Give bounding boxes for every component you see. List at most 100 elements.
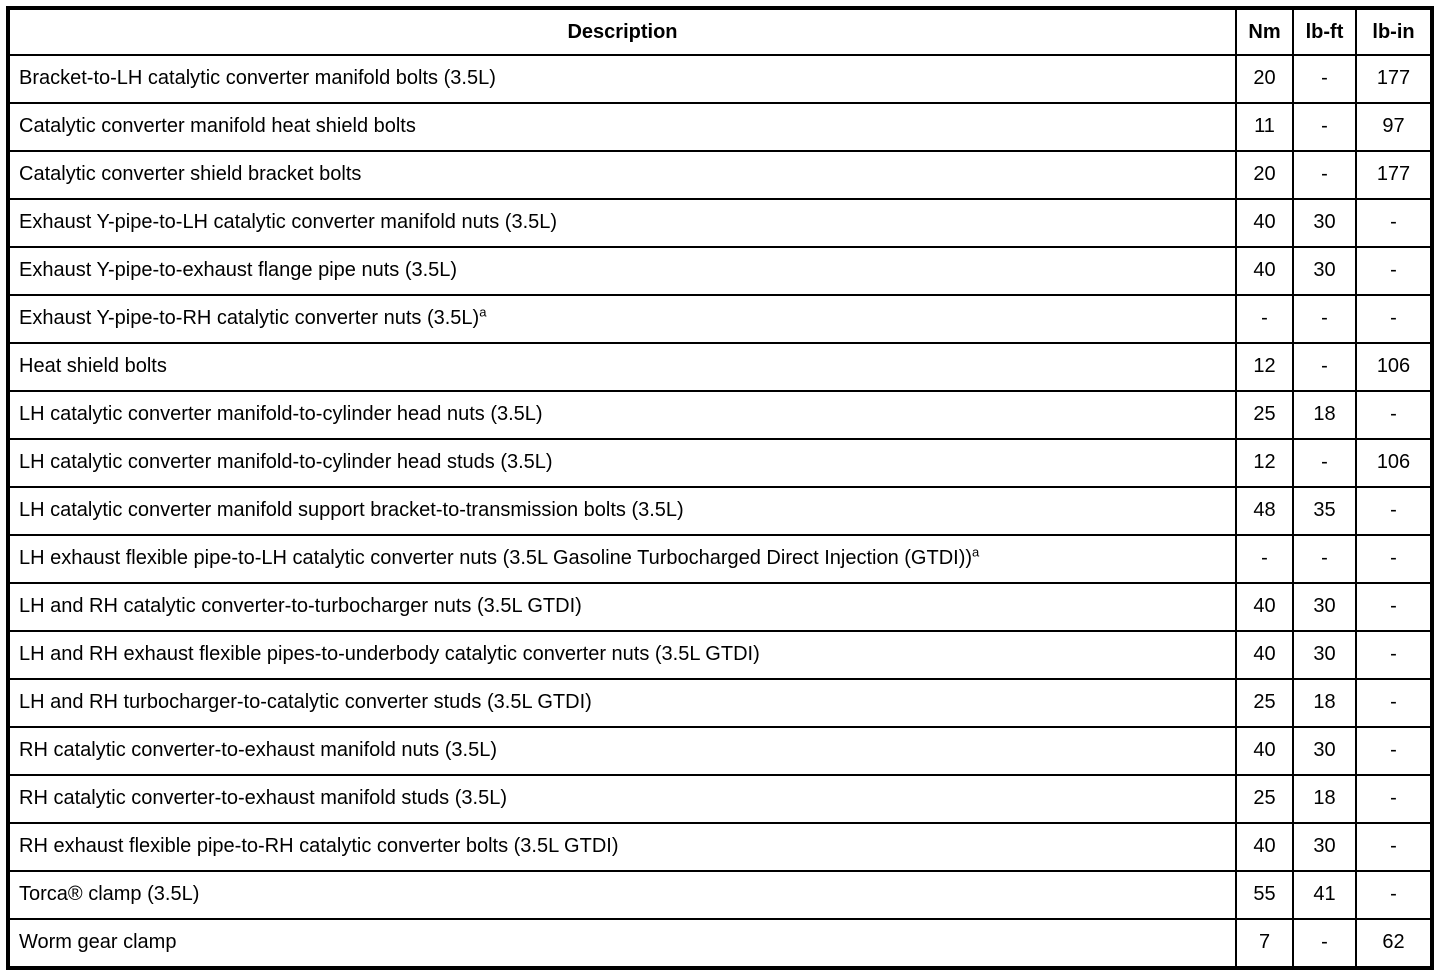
lbft-cell: - bbox=[1292, 293, 1357, 344]
description-cell: Exhaust Y-pipe-to-RH catalytic converter… bbox=[7, 293, 1237, 344]
col-header-description: Description bbox=[7, 7, 1237, 56]
description-cell: LH and RH catalytic converter-to-turboch… bbox=[7, 581, 1237, 632]
nm-cell: 7 bbox=[1235, 917, 1294, 970]
table-row: RH exhaust flexible pipe-to-RH catalytic… bbox=[7, 821, 1433, 872]
table-row: Exhaust Y-pipe-to-LH catalytic converter… bbox=[7, 197, 1433, 248]
footnote-marker: a bbox=[479, 304, 487, 320]
lbft-cell: 18 bbox=[1292, 677, 1357, 728]
lbin-cell: 177 bbox=[1355, 149, 1433, 200]
description-cell: LH catalytic converter manifold support … bbox=[7, 485, 1237, 536]
description-text: RH catalytic converter-to-exhaust manifo… bbox=[19, 787, 507, 810]
table-row: RH catalytic converter-to-exhaust manifo… bbox=[7, 773, 1433, 824]
description-text: LH catalytic converter manifold-to-cylin… bbox=[19, 451, 553, 474]
lbft-cell: 41 bbox=[1292, 869, 1357, 920]
nm-cell: 40 bbox=[1235, 245, 1294, 296]
description-text: LH catalytic converter manifold support … bbox=[19, 499, 684, 522]
nm-cell: 40 bbox=[1235, 725, 1294, 776]
lbft-cell: 30 bbox=[1292, 629, 1357, 680]
lbft-cell: - bbox=[1292, 341, 1357, 392]
lbft-cell: - bbox=[1292, 149, 1357, 200]
description-text: LH and RH exhaust flexible pipes-to-unde… bbox=[19, 643, 760, 666]
nm-cell: 12 bbox=[1235, 437, 1294, 488]
lbin-cell: - bbox=[1355, 725, 1433, 776]
lbft-cell: 30 bbox=[1292, 581, 1357, 632]
description-text: LH exhaust flexible pipe-to-LH catalytic… bbox=[19, 547, 973, 570]
lbin-cell: - bbox=[1355, 533, 1433, 584]
table-row: LH catalytic converter manifold-to-cylin… bbox=[7, 437, 1433, 488]
description-text: Catalytic converter shield bracket bolts bbox=[19, 163, 362, 186]
lbft-cell: 30 bbox=[1292, 725, 1357, 776]
lbin-cell: - bbox=[1355, 629, 1433, 680]
description-text: Exhaust Y-pipe-to-exhaust flange pipe nu… bbox=[19, 259, 458, 282]
col-header-nm: Nm bbox=[1235, 7, 1294, 56]
lbin-cell: 62 bbox=[1355, 917, 1433, 970]
header-row: Description Nm lb-ft lb-in bbox=[7, 7, 1433, 56]
lbin-cell: 106 bbox=[1355, 437, 1433, 488]
nm-cell: - bbox=[1235, 293, 1294, 344]
lbin-cell: - bbox=[1355, 485, 1433, 536]
nm-cell: 55 bbox=[1235, 869, 1294, 920]
description-cell: RH catalytic converter-to-exhaust manifo… bbox=[7, 773, 1237, 824]
table-row: LH catalytic converter manifold-to-cylin… bbox=[7, 389, 1433, 440]
description-text: LH catalytic converter manifold-to-cylin… bbox=[19, 403, 543, 426]
description-cell: Catalytic converter shield bracket bolts bbox=[7, 149, 1237, 200]
table-row: LH and RH catalytic converter-to-turboch… bbox=[7, 581, 1433, 632]
description-cell: Exhaust Y-pipe-to-LH catalytic converter… bbox=[7, 197, 1237, 248]
description-cell: Torca® clamp (3.5L) bbox=[7, 869, 1237, 920]
lbin-cell: - bbox=[1355, 581, 1433, 632]
lbin-cell: - bbox=[1355, 389, 1433, 440]
lbft-cell: - bbox=[1292, 101, 1357, 152]
description-cell: LH and RH exhaust flexible pipes-to-unde… bbox=[7, 629, 1237, 680]
lbft-cell: - bbox=[1292, 54, 1357, 104]
nm-cell: 20 bbox=[1235, 149, 1294, 200]
lbft-cell: - bbox=[1292, 533, 1357, 584]
table-row: LH catalytic converter manifold support … bbox=[7, 485, 1433, 536]
lbft-cell: 18 bbox=[1292, 773, 1357, 824]
description-cell: Catalytic converter manifold heat shield… bbox=[7, 101, 1237, 152]
description-text: Catalytic converter manifold heat shield… bbox=[19, 115, 416, 138]
lbin-cell: - bbox=[1355, 821, 1433, 872]
nm-cell: - bbox=[1235, 533, 1294, 584]
description-cell: Worm gear clamp bbox=[7, 917, 1237, 970]
description-text: Bracket-to-LH catalytic converter manifo… bbox=[19, 67, 496, 90]
nm-cell: 40 bbox=[1235, 197, 1294, 248]
table-row: Heat shield bolts 12 - 106 bbox=[7, 341, 1433, 392]
description-text: Exhaust Y-pipe-to-RH catalytic converter… bbox=[19, 307, 480, 330]
lbin-cell: - bbox=[1355, 245, 1433, 296]
nm-cell: 20 bbox=[1235, 54, 1294, 104]
lbin-cell: - bbox=[1355, 869, 1433, 920]
nm-cell: 48 bbox=[1235, 485, 1294, 536]
lbin-cell: 97 bbox=[1355, 101, 1433, 152]
description-text: Torca® clamp (3.5L) bbox=[19, 883, 200, 906]
description-text: Worm gear clamp bbox=[19, 931, 177, 954]
col-header-lbin: lb-in bbox=[1355, 7, 1433, 56]
nm-cell: 40 bbox=[1235, 821, 1294, 872]
table-row: Exhaust Y-pipe-to-exhaust flange pipe nu… bbox=[7, 245, 1433, 296]
description-cell: LH and RH turbocharger-to-catalytic conv… bbox=[7, 677, 1237, 728]
lbft-cell: 30 bbox=[1292, 197, 1357, 248]
col-header-lbft: lb-ft bbox=[1292, 7, 1357, 56]
description-cell: RH catalytic converter-to-exhaust manifo… bbox=[7, 725, 1237, 776]
footnote-marker: a bbox=[972, 544, 980, 560]
lbin-cell: - bbox=[1355, 293, 1433, 344]
description-cell: Heat shield bolts bbox=[7, 341, 1237, 392]
lbft-cell: 18 bbox=[1292, 389, 1357, 440]
lbft-cell: - bbox=[1292, 437, 1357, 488]
table-row: Catalytic converter shield bracket bolts… bbox=[7, 149, 1433, 200]
description-cell: LH exhaust flexible pipe-to-LH catalytic… bbox=[7, 533, 1237, 584]
description-cell: Exhaust Y-pipe-to-exhaust flange pipe nu… bbox=[7, 245, 1237, 296]
nm-cell: 25 bbox=[1235, 773, 1294, 824]
table-row: Exhaust Y-pipe-to-RH catalytic converter… bbox=[7, 293, 1433, 344]
table-row: Worm gear clamp 7 - 62 bbox=[7, 917, 1433, 970]
lbin-cell: - bbox=[1355, 677, 1433, 728]
nm-cell: 25 bbox=[1235, 389, 1294, 440]
nm-cell: 25 bbox=[1235, 677, 1294, 728]
nm-cell: 11 bbox=[1235, 101, 1294, 152]
table-row: LH exhaust flexible pipe-to-LH catalytic… bbox=[7, 533, 1433, 584]
nm-cell: 12 bbox=[1235, 341, 1294, 392]
lbin-cell: 106 bbox=[1355, 341, 1433, 392]
description-text: Heat shield bolts bbox=[19, 355, 167, 378]
nm-cell: 40 bbox=[1235, 581, 1294, 632]
description-text: RH exhaust flexible pipe-to-RH catalytic… bbox=[19, 835, 619, 858]
lbin-cell: - bbox=[1355, 773, 1433, 824]
